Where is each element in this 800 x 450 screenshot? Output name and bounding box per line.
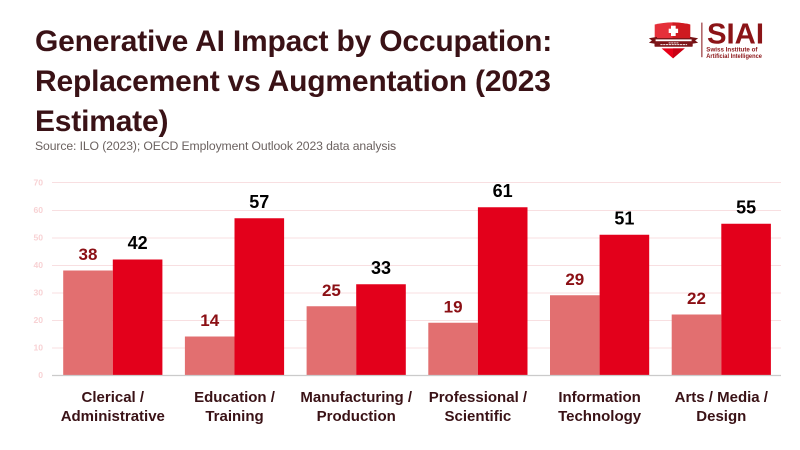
svg-text:60: 60 <box>33 205 43 215</box>
svg-text:22: 22 <box>687 289 706 308</box>
svg-text:Education /: Education / <box>194 389 276 406</box>
svg-text:70: 70 <box>33 178 43 188</box>
svg-text:57: 57 <box>249 192 269 212</box>
svg-text:SIAI: SIAI <box>707 19 764 51</box>
svg-text:Arts / Media /: Arts / Media / <box>675 389 769 406</box>
svg-text:19: 19 <box>444 297 463 316</box>
svg-text:40: 40 <box>33 260 43 270</box>
svg-text:51: 51 <box>614 208 634 228</box>
svg-text:33: 33 <box>371 258 391 278</box>
svg-text:Technology: Technology <box>558 408 642 425</box>
svg-text:42: 42 <box>128 233 148 253</box>
svg-text:14: 14 <box>200 311 219 330</box>
svg-text:Artificial Intelligence: Artificial Intelligence <box>706 53 762 60</box>
svg-text:Design: Design <box>696 408 746 425</box>
svg-text:10: 10 <box>33 343 43 353</box>
svg-text:Manufacturing /: Manufacturing / <box>300 389 412 406</box>
svg-text:Scientific: Scientific <box>445 408 512 425</box>
svg-text:38: 38 <box>79 245 98 264</box>
svg-text:0: 0 <box>38 370 43 380</box>
svg-text:Swiss Institute of: Swiss Institute of <box>706 47 758 54</box>
svg-text:29: 29 <box>565 270 584 289</box>
svg-text:Professional /: Professional / <box>429 389 528 406</box>
svg-text:50: 50 <box>33 233 43 243</box>
svg-text:Administrative: Administrative <box>61 408 165 425</box>
svg-text:Production: Production <box>317 408 396 425</box>
svg-text:55: 55 <box>736 197 756 217</box>
svg-text:61: 61 <box>493 181 513 201</box>
svg-text:Clerical /: Clerical / <box>82 389 145 406</box>
svg-text:Training: Training <box>205 408 263 425</box>
svg-text:25: 25 <box>322 281 341 300</box>
svg-text:30: 30 <box>33 288 43 298</box>
svg-text:Information: Information <box>558 389 641 406</box>
svg-text:20: 20 <box>33 315 43 325</box>
